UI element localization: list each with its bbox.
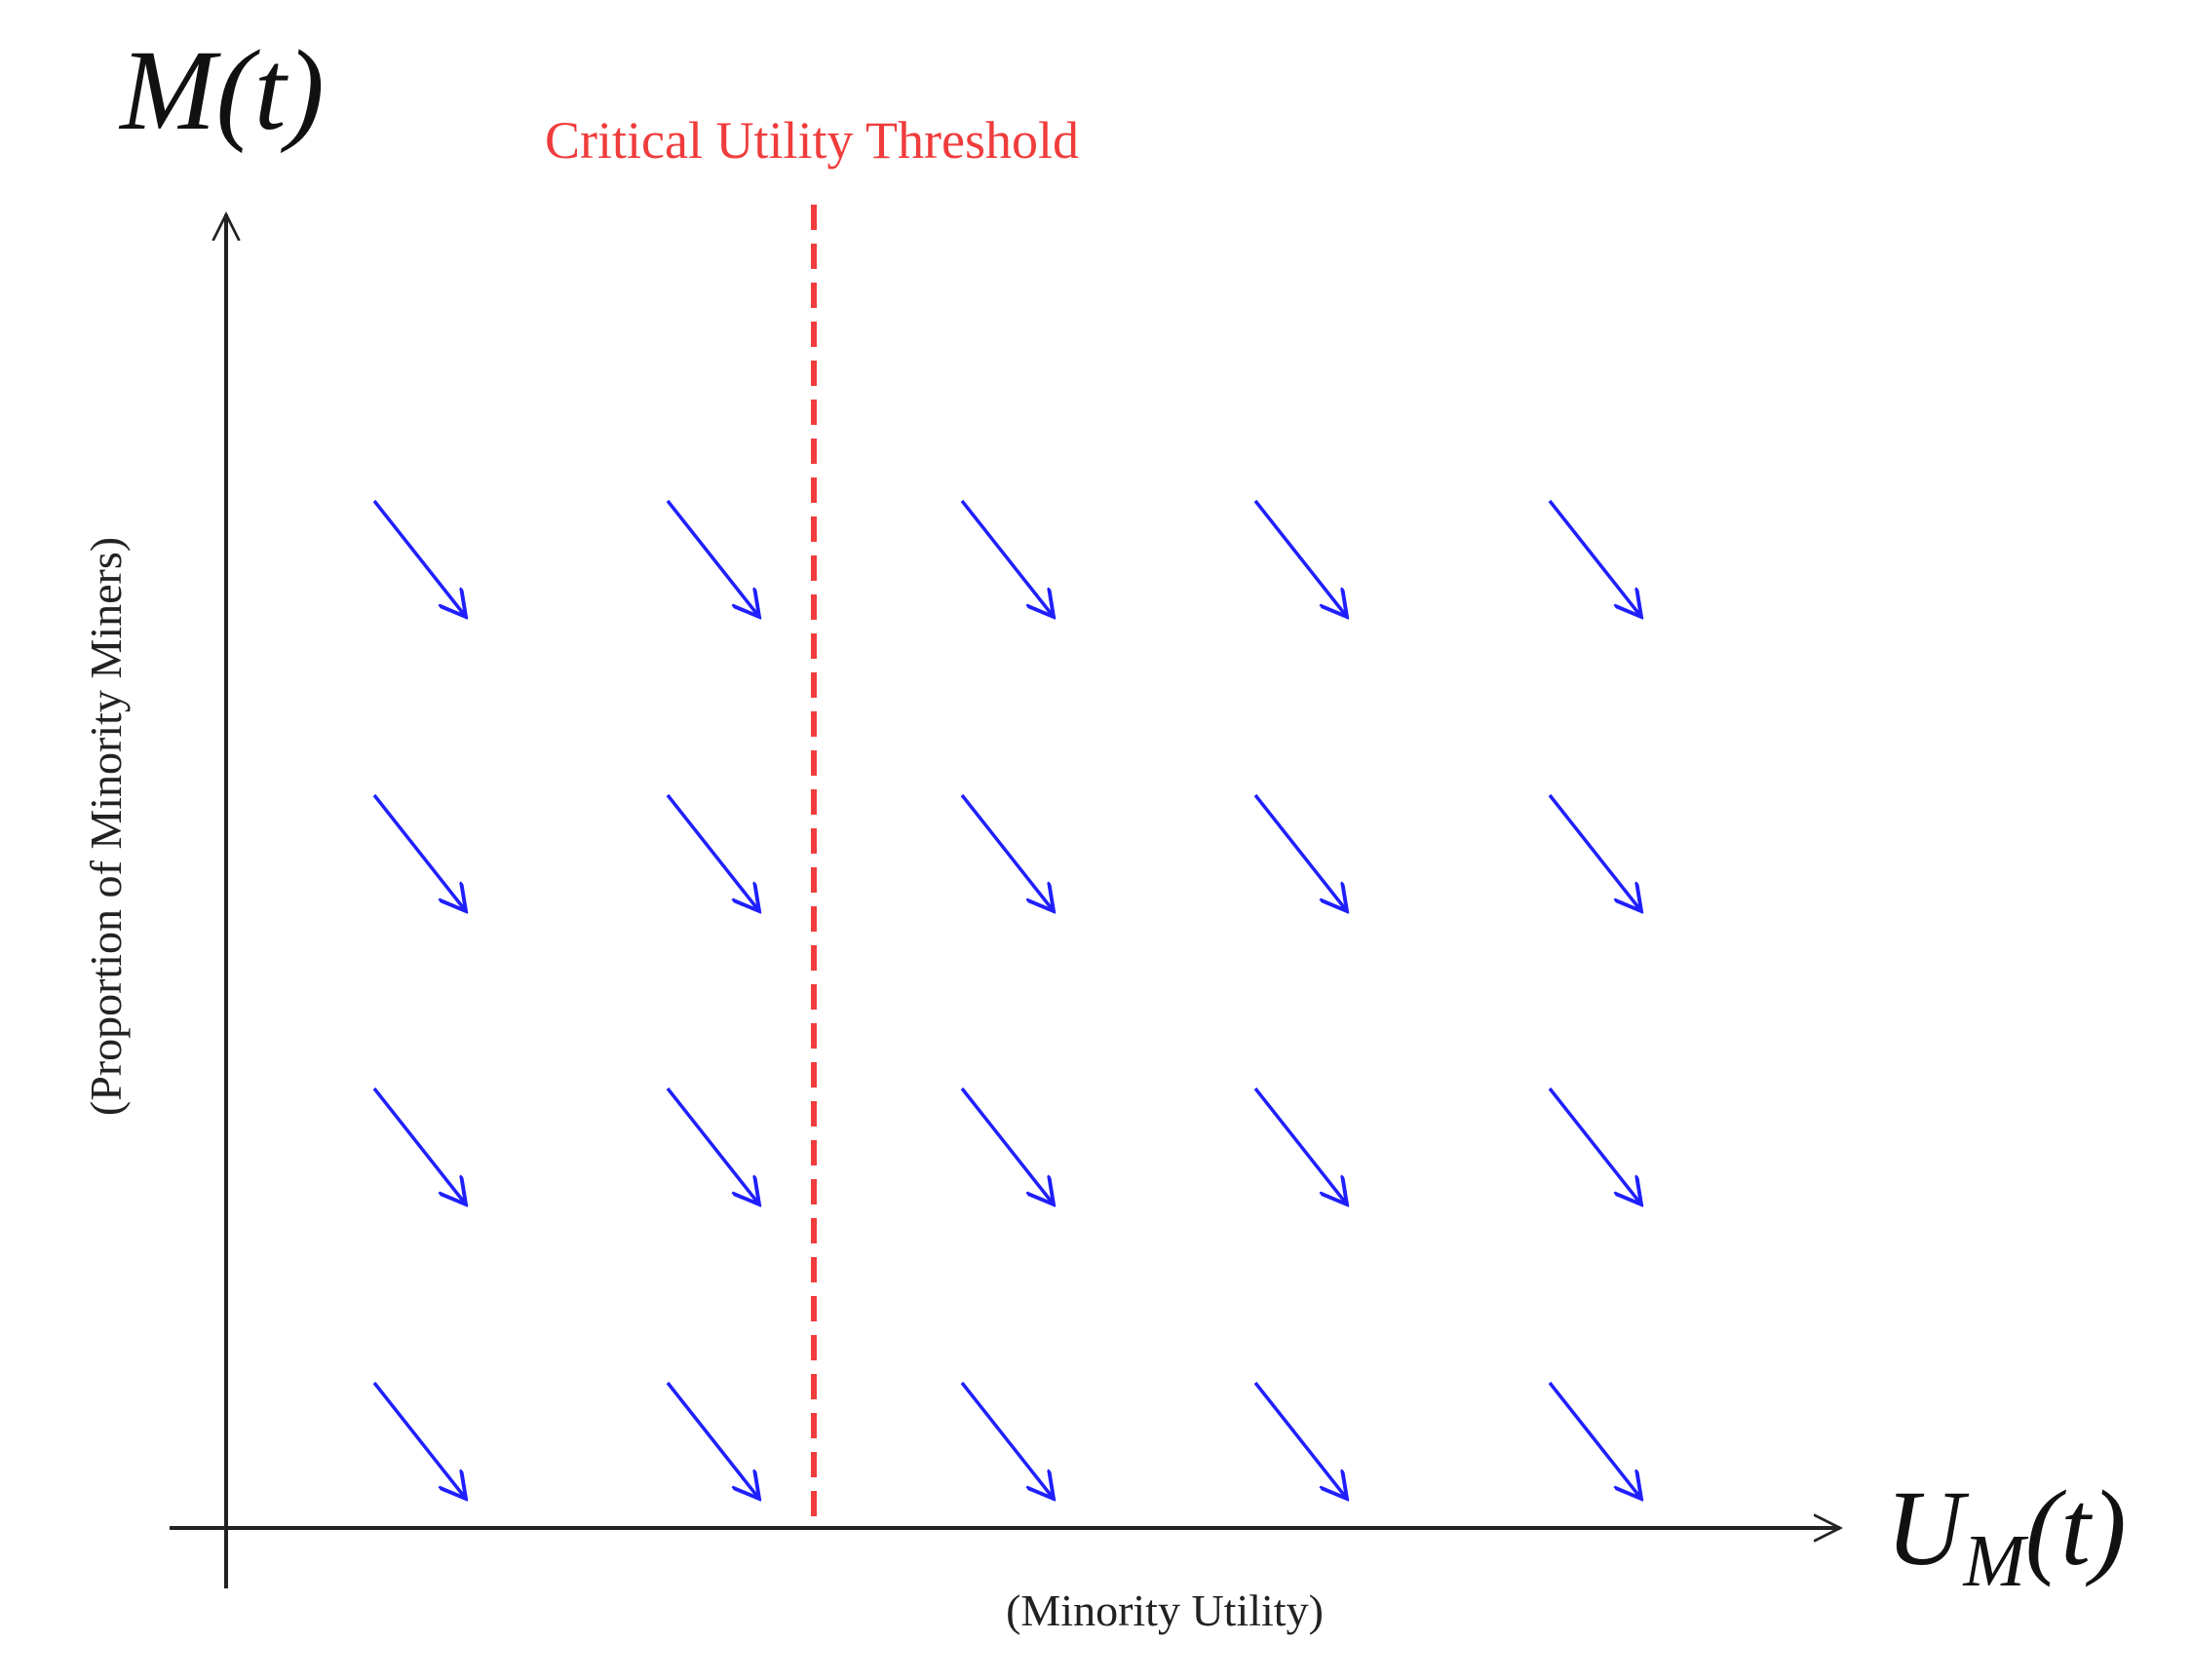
- threshold-label: Critical Utility Threshold: [545, 111, 1079, 170]
- field-arrow: [1253, 1381, 1347, 1499]
- field-arrow: [960, 793, 1054, 911]
- field-arrow: [372, 793, 466, 911]
- field-arrow: [1548, 1087, 1641, 1204]
- field-arrow: [1548, 1381, 1641, 1499]
- y-axis-label: (Proportion of Minority Miners): [81, 537, 131, 1116]
- x-axis-label: (Minority Utility): [1006, 1585, 1324, 1635]
- field-arrow: [666, 793, 759, 911]
- field-arrow: [372, 1381, 466, 1499]
- field-arrow: [666, 1087, 759, 1204]
- field-arrow: [1548, 793, 1641, 911]
- field-arrow: [372, 1087, 466, 1204]
- field-arrow: [1253, 793, 1347, 911]
- field-arrow: [666, 499, 759, 617]
- field-arrow: [666, 1381, 759, 1499]
- vector-field: [372, 499, 1641, 1499]
- x-symbol-sub: M: [1962, 1520, 2028, 1602]
- field-arrow: [960, 1381, 1054, 1499]
- x-symbol-main: U: [1886, 1469, 1970, 1587]
- x-symbol-arg: (t): [2025, 1469, 2127, 1587]
- y-axis-symbol: M(t): [118, 26, 325, 154]
- field-arrow: [372, 499, 466, 617]
- field-arrow: [1253, 1087, 1347, 1204]
- field-arrow: [1253, 499, 1347, 617]
- x-axis-symbol: UM(t): [1886, 1469, 2127, 1602]
- field-arrow: [960, 1087, 1054, 1204]
- field-arrow: [960, 499, 1054, 617]
- field-arrow: [1548, 499, 1641, 617]
